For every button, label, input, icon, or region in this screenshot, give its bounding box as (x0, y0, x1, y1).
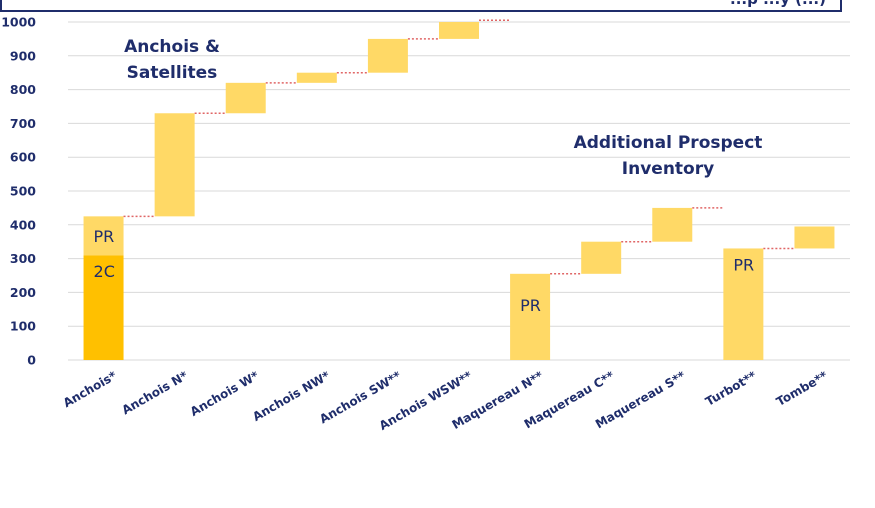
bar-label: PR (520, 296, 541, 315)
bar-2c (83, 255, 124, 360)
y-tick-label: 700 (10, 116, 36, 131)
y-tick-label: 0 (27, 353, 36, 368)
bar-label: 2C (94, 262, 115, 281)
bar-label: PR (733, 255, 754, 274)
y-tick-label: 100 (10, 319, 36, 334)
bar-pr (723, 248, 764, 360)
y-tick-label: 800 (10, 82, 36, 97)
bar-pr (652, 207, 693, 242)
y-tick-label: 900 (10, 48, 36, 63)
annotation-text: Inventory (622, 159, 714, 179)
x-tick-label: Anchois* (61, 368, 120, 410)
x-tick-label: Anchois N* (119, 368, 190, 417)
annotation-text: Satellites (127, 63, 218, 83)
x-tick-label: Tombe** (774, 368, 831, 409)
bar-pr (296, 72, 337, 83)
bar-pr (439, 22, 479, 39)
y-tick-label: 400 (10, 217, 36, 232)
y-tick-label: 1000 (1, 15, 36, 30)
bar-pr (367, 38, 408, 73)
bar-pr (83, 216, 124, 256)
bar-pr (581, 241, 622, 274)
y-tick-label: 500 (10, 184, 36, 199)
bar-pr (225, 82, 266, 114)
bar-label: PR (94, 227, 115, 246)
y-axis-ticks: 0 100 200 300 400 500 600 700 800 900 1000 (1, 15, 36, 368)
bar-pr (154, 113, 195, 217)
annotations: Anchois & Satellites Additional Prospect In… (124, 37, 762, 179)
bars (83, 22, 835, 360)
y-tick-label: 300 (10, 251, 36, 266)
connectors (123, 19, 795, 275)
y-tick-label: 600 (10, 150, 36, 165)
y-tick-label: 200 (10, 285, 36, 300)
title-box: ...p ...y (...) (0, 0, 842, 12)
annotation-text: Anchois & (124, 37, 220, 57)
annotation-text: Additional Prospect (574, 133, 763, 153)
x-tick-label: Turbot** (703, 368, 760, 409)
bar-pr (510, 273, 551, 360)
bar-labels: PR 2C PR PR (94, 227, 755, 315)
x-axis-ticks: Anchois* Anchois N*Anchois W*Anchois NW*A… (61, 368, 831, 433)
chart-title-fragment: ...p ...y (...) (730, 0, 826, 8)
bar-pr (794, 226, 835, 249)
